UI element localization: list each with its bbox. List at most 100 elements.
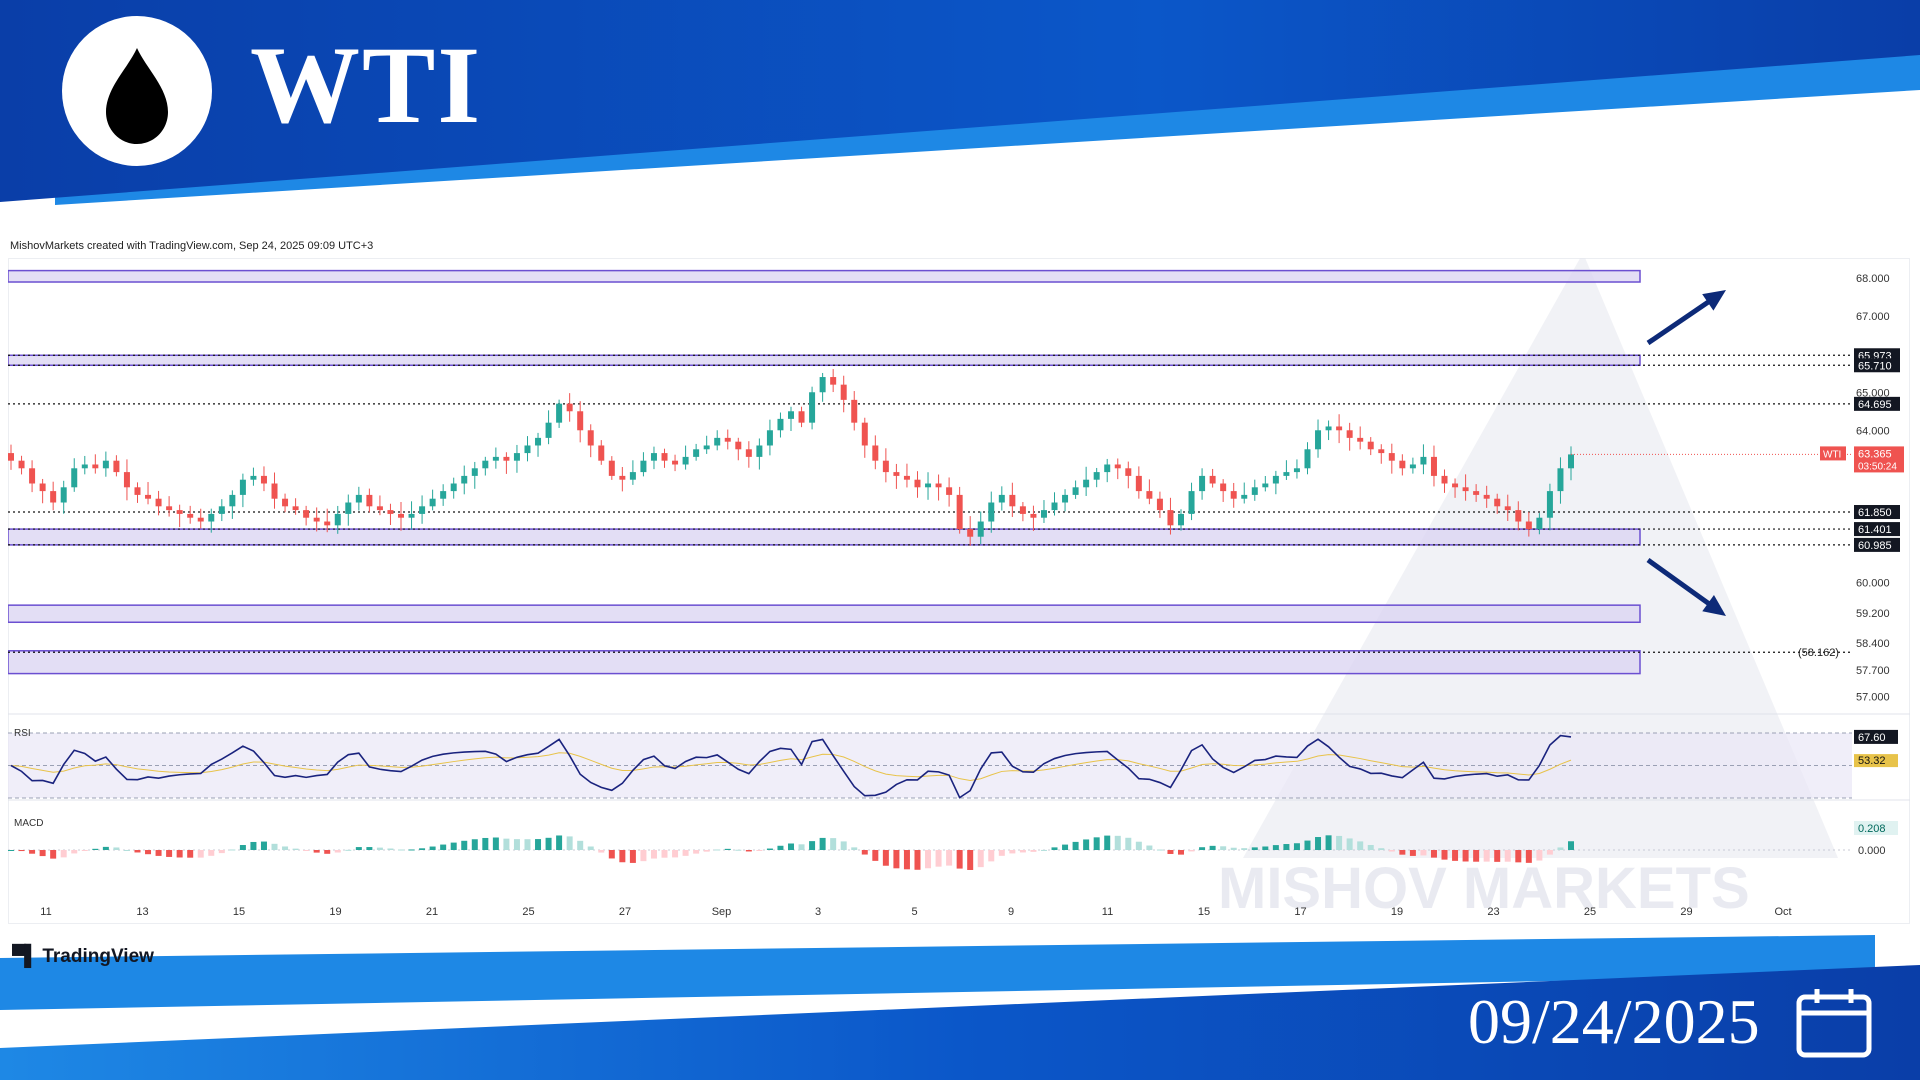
candle-body: [102, 460, 109, 469]
macd-histogram-bar: [925, 850, 932, 869]
candle-body: [1357, 437, 1364, 442]
macd-histogram-bar: [1135, 841, 1142, 850]
macd-histogram-bar: [1104, 835, 1111, 850]
macd-histogram-bar: [113, 847, 120, 850]
macd-histogram-bar: [1230, 847, 1237, 850]
time-tick-label: 11: [40, 906, 51, 918]
price-tick-label: 59.200: [1856, 608, 1890, 620]
sr-zone: [8, 354, 1641, 367]
oil-drop-icon: [106, 48, 168, 144]
macd-histogram-bar: [988, 850, 995, 862]
macd-histogram-bar: [1251, 847, 1258, 850]
candle-body: [260, 475, 267, 484]
time-tick-label: Oct: [1774, 906, 1791, 918]
macd-histogram-bar: [8, 850, 14, 851]
candle-body: [914, 479, 921, 488]
macd-histogram-bar: [777, 845, 784, 850]
watermark-shape: [1243, 258, 1838, 858]
candle-body: [988, 502, 995, 522]
macd-histogram-bar: [998, 850, 1005, 856]
macd-histogram-bar: [324, 850, 331, 854]
macd-histogram-bar: [1072, 841, 1079, 850]
candle-body: [1452, 483, 1459, 488]
candle-body: [450, 483, 457, 492]
candle-body: [166, 506, 173, 511]
candle-body: [92, 464, 99, 469]
candle-body: [303, 510, 310, 518]
macd-histogram-bar: [629, 850, 636, 863]
candle-body: [946, 487, 953, 495]
candle-body: [566, 403, 573, 412]
candle-body: [376, 506, 383, 511]
candle-body: [1462, 487, 1469, 492]
macd-histogram-bar: [60, 850, 67, 858]
arrow-up-shaft: [1646, 294, 1719, 346]
candle-body: [851, 399, 858, 423]
candle-body: [1430, 456, 1437, 476]
macd-histogram-bar: [1399, 850, 1406, 855]
candle-body: [250, 475, 257, 480]
candle-body: [513, 453, 520, 461]
candle-body: [482, 460, 489, 469]
candle-body: [1019, 506, 1026, 514]
macd-histogram-bar: [471, 839, 478, 850]
macd-value-badge: [1854, 821, 1898, 835]
candle-body: [1557, 468, 1564, 492]
macd-histogram-bar: [682, 850, 689, 856]
tradingview-logo-icon: ▀▌: [12, 945, 38, 967]
macd-histogram-bar: [809, 841, 816, 850]
candle-body: [398, 513, 404, 518]
macd-histogram-bar: [1346, 838, 1353, 850]
candle-body: [492, 456, 499, 461]
candle-body: [629, 472, 636, 480]
candle-body: [608, 460, 615, 476]
macd-histogram-bar: [861, 850, 868, 855]
macd-histogram-bar: [187, 850, 194, 858]
time-tick-label: 15: [233, 906, 245, 918]
macd-histogram-bar: [851, 847, 858, 850]
candle-body: [429, 498, 436, 507]
macd-histogram-bar: [598, 850, 605, 853]
macd-histogram-bar: [1420, 850, 1427, 856]
candle-body: [1315, 430, 1322, 450]
candle-body: [1072, 487, 1079, 495]
candle-body: [1230, 491, 1237, 499]
candle-body: [1146, 491, 1153, 499]
candle-body: [1336, 426, 1343, 431]
macd-histogram-bar: [1357, 841, 1364, 850]
candle-body: [1135, 475, 1142, 492]
macd-histogram-bar: [419, 848, 426, 850]
macd-histogram-bar: [545, 837, 552, 850]
rsi-line: [10, 734, 1572, 799]
macd-histogram-bar: [1557, 847, 1564, 850]
macd-histogram-bar: [1336, 835, 1343, 850]
macd-histogram-bar: [513, 839, 520, 850]
candle-body: [998, 494, 1005, 503]
price-chart[interactable]: MISHOV MARKETS65.97365.71064.69561.85061…: [8, 258, 1910, 924]
candle-body: [355, 494, 362, 503]
macd-histogram-bar: [1525, 850, 1532, 863]
page-title: WTI: [250, 24, 483, 146]
price-tick-label: 68.000: [1856, 273, 1890, 285]
macd-histogram-bar: [1283, 844, 1290, 850]
candle-body: [366, 494, 373, 507]
macd-histogram-bar: [197, 850, 204, 858]
macd-histogram-bar: [208, 850, 215, 856]
price-tick-label: 65.000: [1856, 387, 1890, 399]
macd-histogram-bar: [313, 850, 320, 853]
macd-histogram-bar: [1473, 850, 1480, 862]
rsi-ma-badge: [1854, 754, 1898, 768]
candle-body: [1051, 502, 1058, 511]
macd-histogram-bar: [587, 846, 594, 850]
candle-body: [556, 403, 563, 423]
candle-body: [925, 483, 932, 488]
level-badge-label: 64.695: [1858, 399, 1892, 411]
macd-histogram-bar: [334, 850, 341, 853]
macd-histogram-bar: [672, 850, 679, 858]
macd-histogram-bar: [914, 850, 921, 870]
candle-body: [1325, 426, 1332, 431]
candle-body: [1515, 510, 1522, 522]
candle-body: [745, 449, 752, 457]
macd-histogram-bar: [81, 850, 88, 851]
macd-histogram-bar: [1452, 850, 1459, 861]
